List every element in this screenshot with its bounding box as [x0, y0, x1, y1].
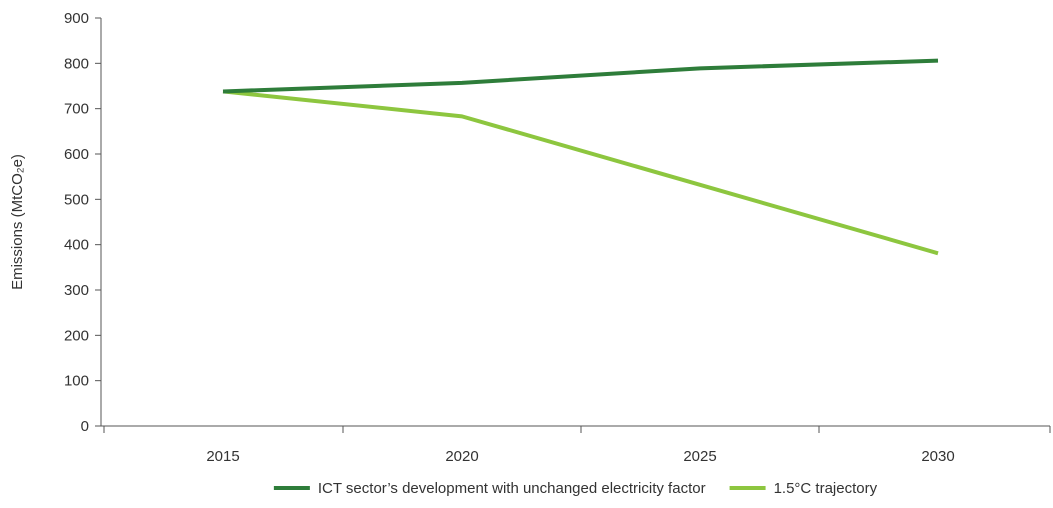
series-line-0	[222, 58, 939, 94]
y-axis-title-group: Emissions (MtCO₂e)	[9, 154, 26, 290]
y-tick-label: 600	[64, 146, 89, 163]
legend: ICT sector’s development with unchanged …	[273, 480, 878, 497]
y-tick-label: 500	[64, 191, 89, 208]
x-tick-label: 2025	[683, 448, 716, 465]
y-tick-label: 900	[64, 10, 89, 27]
y-tick-label: 100	[64, 373, 89, 390]
x-tick-label: 2030	[921, 448, 954, 465]
y-tick-label: 300	[64, 282, 89, 299]
series-line-1	[222, 89, 939, 256]
legend-label: 1.5°C trajectory	[774, 480, 878, 497]
series-lines	[222, 58, 939, 256]
y-axis-title: Emissions (MtCO₂e)	[9, 154, 26, 290]
x-tick-label: 2015	[206, 448, 239, 465]
legend-item-1: 1.5°C trajectory	[729, 480, 878, 497]
x-tick-label: 2020	[445, 448, 478, 465]
axes	[95, 18, 1050, 427]
y-tick-label: 400	[64, 237, 89, 254]
y-tick-label: 800	[64, 55, 89, 72]
legend-item-0: ICT sector’s development with unchanged …	[273, 480, 706, 497]
y-tick-label: 200	[64, 327, 89, 344]
y-tick-label: 0	[81, 418, 89, 435]
y-tick-label: 700	[64, 101, 89, 118]
legend-label: ICT sector’s development with unchanged …	[318, 480, 706, 497]
y-axis-ticks: 0 100 200 300 400 500 600 700 800 900	[64, 10, 101, 435]
x-axis-ticks: 2015 2020 2025 2030	[103, 426, 1051, 465]
